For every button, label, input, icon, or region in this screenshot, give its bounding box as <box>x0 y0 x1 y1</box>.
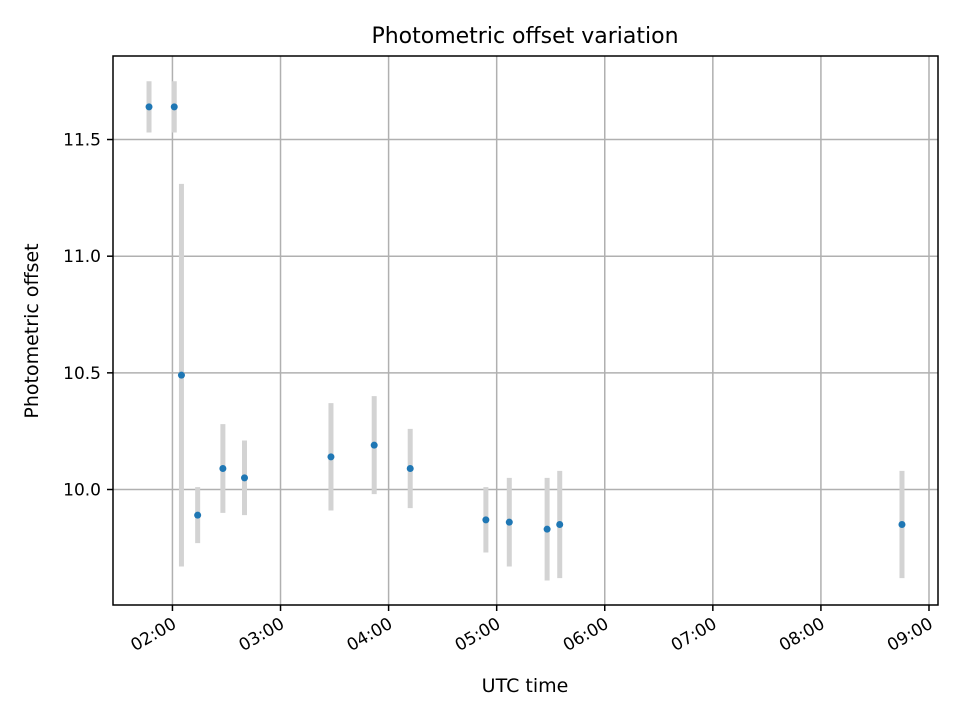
data-point <box>482 516 490 524</box>
data-point <box>898 521 906 529</box>
data-point <box>370 441 378 449</box>
y-axis-label: Photometric offset <box>21 243 43 418</box>
data-point <box>240 474 248 482</box>
plot-frame <box>112 55 939 606</box>
data-point <box>505 518 513 526</box>
point-layer <box>145 103 906 533</box>
data-point <box>145 103 153 111</box>
data-point <box>556 521 564 529</box>
data-point <box>327 453 335 461</box>
x-axis-label: UTC time <box>482 675 569 697</box>
y-tick-label: 10.0 <box>63 481 101 501</box>
data-point <box>406 465 414 473</box>
data-point <box>194 511 202 519</box>
data-point <box>543 525 551 533</box>
grid-layer <box>113 56 938 605</box>
y-tick-label: 11.0 <box>63 247 101 267</box>
data-point <box>170 103 178 111</box>
y-tick-label: 11.5 <box>63 131 101 151</box>
data-point <box>219 465 227 473</box>
chart-title: Photometric offset variation <box>371 24 678 49</box>
data-point <box>177 371 185 379</box>
y-tick-label: 10.5 <box>63 364 101 384</box>
